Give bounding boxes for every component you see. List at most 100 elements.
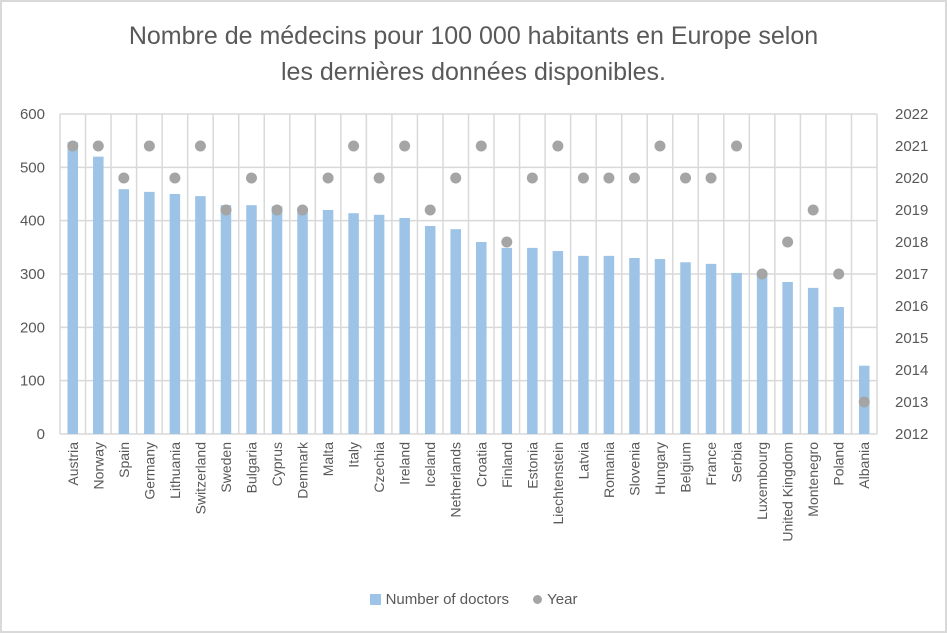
year-point-luxembourg [756, 268, 768, 280]
year-point-serbia [731, 140, 743, 152]
year-point-slovenia [628, 172, 640, 184]
y-tick-label: 0 [37, 426, 45, 443]
bar-cyprus [271, 206, 283, 434]
year-point-malta [322, 172, 334, 184]
year-point-lithuania [169, 172, 181, 184]
x-tick-label: Norway [90, 442, 106, 489]
year-point-germany [143, 140, 155, 152]
year-point-estonia [526, 172, 538, 184]
bar-poland [833, 307, 844, 434]
bar-spain [118, 189, 130, 434]
year-point-cyprus [271, 204, 283, 216]
x-tick-label: Slovenia [626, 442, 642, 496]
y-tick-label: 300 [20, 266, 45, 283]
year-point-liechtenstein [552, 140, 564, 152]
bar-netherlands [450, 229, 461, 434]
x-axis: Austria Norway Spain Germany Lithuania Switze… [65, 441, 872, 542]
year-point-norway [92, 140, 104, 152]
bar-germany [144, 191, 155, 434]
year-point-denmark [297, 204, 309, 216]
x-tick-label: Finland [499, 442, 515, 488]
year-point-belgium [680, 172, 692, 184]
y-tick-label: 500 [20, 159, 45, 176]
x-tick-label: Serbia [729, 442, 745, 483]
x-tick-label: Lithuania [167, 442, 183, 499]
x-tick-label: United Kingdom [780, 442, 796, 542]
year-point-bulgaria [245, 172, 257, 184]
year-point-switzerland [194, 140, 206, 152]
bar-iceland [424, 226, 436, 434]
year-point-france [705, 172, 717, 184]
bar-denmark [297, 208, 308, 434]
bar-bulgaria [246, 205, 257, 434]
year-point-poland [833, 268, 845, 280]
legend-marker-year [533, 594, 543, 604]
x-tick-label: Luxembourg [754, 442, 770, 520]
year-point-montenegro [807, 204, 819, 216]
x-tick-label: Italy [346, 442, 362, 468]
chart-title-line-1: Nombre de médecins pour 100 000 habitant… [128, 22, 819, 50]
legend-item-year: Year [533, 591, 577, 608]
year-point-ireland [399, 140, 411, 152]
x-tick-label: Iceland [422, 442, 438, 487]
y2-tick-label: 2013 [895, 394, 928, 411]
y2-tick-label: 2014 [895, 362, 928, 379]
year-point-romania [603, 172, 615, 184]
year-point-netherlands [450, 172, 462, 184]
x-tick-label: Spain [116, 442, 132, 478]
bar-liechtenstein [552, 251, 564, 434]
x-tick-label: Estonia [524, 442, 540, 489]
bar-series [67, 142, 870, 434]
legend-label-doctors: Number of doctors [385, 590, 509, 608]
year-point-italy [348, 140, 360, 152]
chart-title-line-2: les dernières données disponibles. [281, 58, 666, 86]
x-tick-label: Ireland [397, 442, 413, 485]
x-tick-label: Belgium [678, 442, 694, 493]
legend-swatch-doctors [369, 593, 381, 605]
year-point-iceland [424, 204, 436, 216]
x-tick-label: Germany [141, 442, 157, 500]
year-point-hungary [654, 140, 666, 152]
bar-norway [93, 156, 104, 434]
x-tick-label: France [703, 442, 719, 486]
year-point-austria [67, 140, 79, 152]
x-tick-label: Romania [601, 442, 617, 498]
y-tick-label: 400 [20, 213, 45, 230]
y2-tick-label: 2022 [895, 106, 928, 123]
year-point-czechia [373, 172, 385, 184]
y-tick-label: 200 [20, 319, 45, 336]
bar-italy [348, 213, 359, 434]
bar-sweden [220, 205, 232, 434]
y2-tick-label: 2012 [895, 426, 928, 443]
x-tick-label: Sweden [218, 442, 234, 493]
x-tick-label: Montenegro [805, 442, 821, 517]
x-tick-label: Cyprus [269, 442, 285, 486]
bar-croatia [476, 242, 487, 434]
x-tick-label: Malta [320, 442, 336, 476]
year-point-croatia [475, 140, 487, 152]
bar-switzerland [195, 196, 206, 434]
legend: Number of doctors Year [0, 590, 947, 608]
y-axis-right: 2012 2013 2014 2015 2016 2017 2018 2019 2020 2021… [895, 106, 928, 443]
y2-tick-label: 2015 [895, 330, 928, 347]
x-tick-label: Latvia [575, 442, 591, 480]
chart-title: Nombre de médecins pour 100 000 habitant… [0, 18, 947, 90]
y2-tick-label: 2016 [895, 298, 928, 315]
year-point-albania [858, 396, 870, 408]
x-tick-label: Croatia [473, 442, 489, 487]
bar-slovenia [629, 258, 640, 434]
x-tick-label: Switzerland [192, 442, 208, 514]
x-tick-label: Austria [65, 442, 81, 486]
bar-austria [67, 142, 79, 434]
y2-tick-label: 2018 [895, 234, 928, 251]
year-series [67, 140, 870, 408]
y2-tick-label: 2017 [895, 266, 928, 283]
bar-france [705, 263, 717, 434]
x-tick-label: Denmark [295, 441, 311, 499]
y2-tick-label: 2019 [895, 202, 928, 219]
bar-hungary [654, 259, 666, 434]
bar-malta [322, 210, 334, 434]
bar-finland [501, 247, 513, 434]
bar-united-kingdom [782, 282, 793, 434]
